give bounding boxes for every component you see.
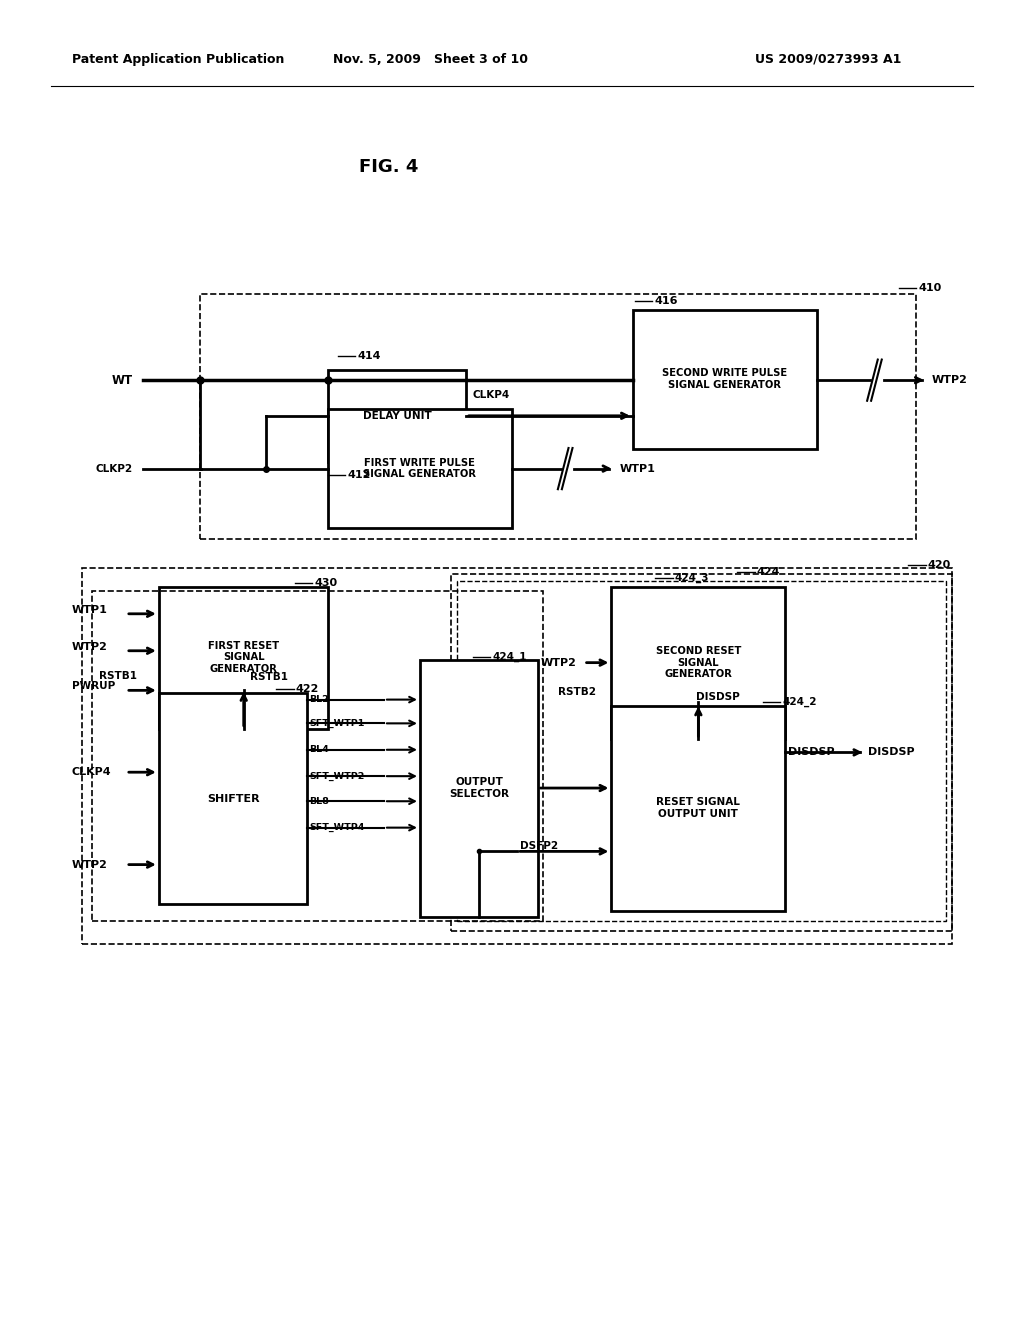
FancyBboxPatch shape	[633, 310, 817, 449]
Text: WTP2: WTP2	[541, 657, 577, 668]
Text: SFT_WTP4: SFT_WTP4	[309, 824, 365, 832]
Text: SECOND RESET
SIGNAL
GENERATOR: SECOND RESET SIGNAL GENERATOR	[655, 645, 741, 680]
Text: FIRST RESET
SIGNAL
GENERATOR: FIRST RESET SIGNAL GENERATOR	[208, 640, 280, 675]
FancyBboxPatch shape	[420, 660, 538, 917]
Text: RSTB1: RSTB1	[99, 671, 137, 681]
FancyBboxPatch shape	[159, 587, 328, 729]
Text: SHIFTER: SHIFTER	[207, 793, 260, 804]
FancyBboxPatch shape	[159, 693, 307, 904]
Text: 424_1: 424_1	[493, 652, 527, 663]
Text: 424_3: 424_3	[675, 573, 710, 583]
Text: DSFP2: DSFP2	[520, 841, 558, 851]
FancyBboxPatch shape	[611, 587, 785, 739]
Text: CLKP4: CLKP4	[473, 389, 510, 400]
Text: 424_2: 424_2	[782, 697, 817, 708]
Text: 424: 424	[757, 566, 780, 577]
Text: DISDSP: DISDSP	[868, 747, 915, 758]
Text: SECOND WRITE PULSE
SIGNAL GENERATOR: SECOND WRITE PULSE SIGNAL GENERATOR	[663, 368, 787, 389]
Text: 420: 420	[928, 560, 951, 570]
Text: RESET SIGNAL
OUTPUT UNIT: RESET SIGNAL OUTPUT UNIT	[656, 797, 740, 818]
Text: 414: 414	[357, 351, 381, 362]
Text: BL4: BL4	[309, 746, 329, 754]
FancyBboxPatch shape	[328, 409, 512, 528]
Text: DISDSP: DISDSP	[696, 692, 740, 702]
Text: PWRUP: PWRUP	[72, 681, 115, 692]
Text: CLKP2: CLKP2	[96, 463, 133, 474]
Text: WTP1: WTP1	[72, 605, 108, 615]
Text: RSTB1: RSTB1	[250, 672, 288, 682]
Text: CLKP4: CLKP4	[72, 767, 112, 777]
Text: US 2009/0273993 A1: US 2009/0273993 A1	[755, 53, 901, 66]
Text: RSTB2: RSTB2	[558, 686, 596, 697]
Text: 410: 410	[919, 282, 942, 293]
Text: 422: 422	[296, 684, 319, 694]
Text: Nov. 5, 2009   Sheet 3 of 10: Nov. 5, 2009 Sheet 3 of 10	[333, 53, 527, 66]
Text: DELAY UNIT: DELAY UNIT	[362, 411, 432, 421]
Text: WTP2: WTP2	[932, 375, 968, 385]
Text: DISDSP: DISDSP	[788, 747, 836, 758]
Text: WTP1: WTP1	[620, 463, 655, 474]
Text: WTP2: WTP2	[72, 642, 108, 652]
Text: 412: 412	[347, 470, 371, 480]
Text: SFT_WTP1: SFT_WTP1	[309, 719, 365, 727]
Text: Patent Application Publication: Patent Application Publication	[72, 53, 284, 66]
Text: SFT_WTP2: SFT_WTP2	[309, 772, 365, 780]
Text: 430: 430	[314, 578, 338, 589]
Text: FIRST WRITE PULSE
SIGNAL GENERATOR: FIRST WRITE PULSE SIGNAL GENERATOR	[364, 458, 476, 479]
FancyBboxPatch shape	[328, 370, 466, 462]
Text: BL8: BL8	[309, 797, 329, 805]
Text: WTP2: WTP2	[72, 859, 108, 870]
Text: FIG. 4: FIG. 4	[359, 158, 419, 177]
Text: BL2: BL2	[309, 696, 329, 704]
Text: WT: WT	[112, 374, 133, 387]
Text: 416: 416	[654, 296, 678, 306]
FancyBboxPatch shape	[611, 706, 785, 911]
Text: OUTPUT
SELECTOR: OUTPUT SELECTOR	[450, 777, 509, 799]
